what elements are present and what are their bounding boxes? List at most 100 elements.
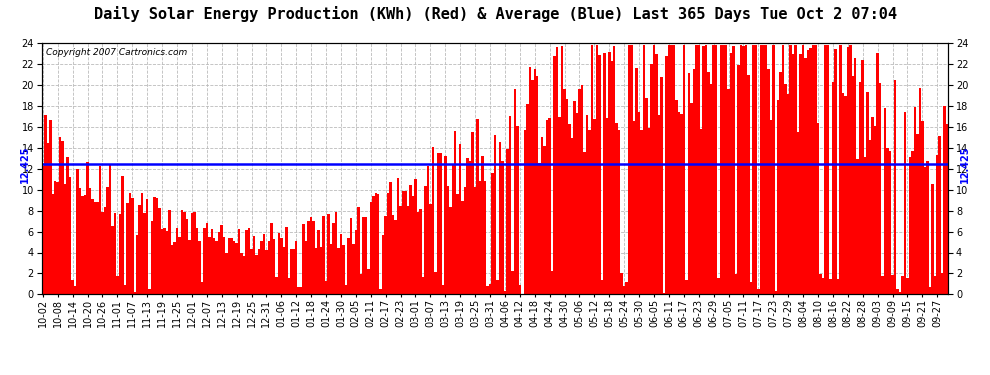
Bar: [859, 82, 861, 294]
Bar: [568, 124, 571, 294]
Bar: [735, 274, 738, 294]
Bar: [277, 234, 280, 294]
Bar: [476, 119, 479, 294]
Bar: [158, 208, 160, 294]
Bar: [784, 84, 787, 294]
Bar: [272, 239, 275, 294]
Bar: [621, 273, 623, 294]
Bar: [869, 141, 871, 294]
Bar: [558, 117, 561, 294]
Bar: [188, 240, 191, 294]
Bar: [943, 106, 945, 294]
Bar: [856, 159, 859, 294]
Bar: [596, 45, 598, 294]
Bar: [514, 89, 516, 294]
Bar: [454, 132, 456, 294]
Bar: [99, 166, 101, 294]
Bar: [840, 45, 842, 294]
Bar: [233, 241, 236, 294]
Bar: [183, 211, 186, 294]
Bar: [111, 226, 114, 294]
Bar: [292, 249, 295, 294]
Bar: [723, 45, 725, 294]
Bar: [871, 117, 874, 294]
Bar: [144, 213, 146, 294]
Bar: [881, 276, 884, 294]
Bar: [354, 231, 357, 294]
Bar: [531, 80, 534, 294]
Text: Copyright 2007 Cartronics.com: Copyright 2007 Cartronics.com: [47, 48, 187, 57]
Bar: [445, 156, 446, 294]
Bar: [211, 229, 213, 294]
Bar: [705, 45, 708, 294]
Bar: [764, 45, 767, 294]
Bar: [369, 202, 372, 294]
Bar: [774, 291, 777, 294]
Bar: [481, 156, 484, 294]
Bar: [471, 132, 474, 294]
Bar: [146, 199, 148, 294]
Bar: [101, 211, 104, 294]
Bar: [715, 45, 718, 294]
Bar: [812, 45, 814, 294]
Bar: [757, 289, 759, 294]
Bar: [598, 55, 601, 294]
Bar: [698, 45, 700, 294]
Bar: [126, 203, 129, 294]
Bar: [362, 217, 364, 294]
Bar: [364, 217, 367, 294]
Bar: [392, 215, 394, 294]
Bar: [718, 278, 720, 294]
Bar: [275, 278, 277, 294]
Bar: [690, 104, 693, 294]
Bar: [844, 96, 846, 294]
Bar: [124, 285, 126, 294]
Bar: [345, 285, 347, 294]
Bar: [926, 160, 929, 294]
Bar: [54, 181, 56, 294]
Bar: [566, 99, 568, 294]
Bar: [794, 45, 797, 294]
Bar: [168, 210, 170, 294]
Bar: [198, 241, 201, 294]
Bar: [315, 248, 318, 294]
Bar: [578, 89, 581, 294]
Bar: [623, 286, 626, 294]
Bar: [591, 45, 593, 294]
Bar: [91, 199, 94, 294]
Bar: [484, 181, 486, 294]
Bar: [114, 213, 116, 294]
Bar: [221, 225, 223, 294]
Bar: [677, 112, 680, 294]
Bar: [89, 188, 91, 294]
Bar: [650, 63, 652, 294]
Bar: [435, 272, 437, 294]
Bar: [129, 193, 131, 294]
Bar: [695, 45, 698, 294]
Bar: [295, 242, 297, 294]
Bar: [241, 253, 243, 294]
Bar: [310, 217, 313, 294]
Bar: [817, 123, 820, 294]
Bar: [59, 137, 61, 294]
Bar: [511, 270, 514, 294]
Bar: [300, 287, 303, 294]
Bar: [61, 141, 64, 294]
Bar: [934, 276, 936, 294]
Bar: [262, 234, 265, 294]
Bar: [338, 248, 340, 294]
Bar: [787, 94, 789, 294]
Bar: [150, 221, 153, 294]
Bar: [738, 64, 740, 294]
Bar: [349, 218, 352, 294]
Bar: [939, 136, 940, 294]
Bar: [807, 50, 809, 294]
Bar: [238, 230, 241, 294]
Bar: [148, 288, 150, 294]
Bar: [69, 177, 71, 294]
Bar: [529, 67, 531, 294]
Bar: [638, 112, 641, 294]
Bar: [170, 245, 173, 294]
Bar: [606, 118, 608, 294]
Bar: [213, 238, 216, 294]
